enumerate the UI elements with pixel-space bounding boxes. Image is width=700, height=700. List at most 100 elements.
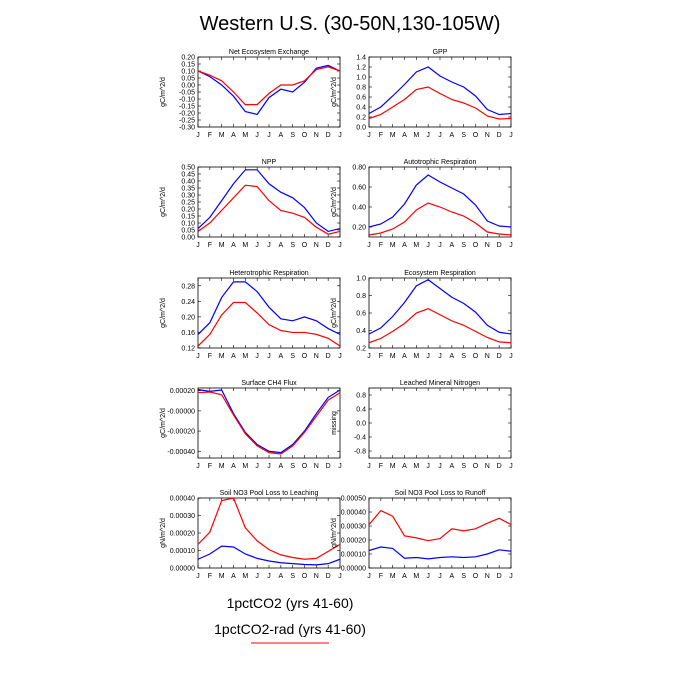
x-tick-label: J [338, 132, 342, 139]
page-title: Western U.S. (30-50N,130-105W) [200, 13, 501, 35]
plot-frame [197, 166, 341, 238]
x-tick-label: M [219, 242, 225, 249]
x-tick-label: N [314, 132, 319, 139]
y-tick-label: 0.00 [181, 83, 195, 90]
y-tick-label: 0.4 [356, 105, 366, 112]
x-tick-label: S [290, 353, 295, 360]
series-line-1 [368, 279, 512, 335]
x-tick-label: F [379, 353, 383, 360]
y-tick-label: 0.40 [352, 205, 366, 212]
x-tick-label: M [390, 353, 396, 360]
x-tick-label: M [390, 132, 396, 139]
y-axis-label: gN/m^2/d [160, 518, 167, 548]
x-tick-label: S [461, 353, 466, 360]
x-tick-label: J [438, 132, 442, 139]
x-tick-label: O [473, 242, 479, 249]
x-tick-label: O [302, 132, 308, 139]
x-tick-label: S [290, 132, 295, 139]
x-tick-label: J [367, 132, 371, 139]
x-tick-label: J [426, 242, 430, 249]
series-line-1 [368, 174, 512, 228]
y-tick-label: 0.00 [181, 235, 195, 242]
y-tick-label: -0.05 [179, 90, 195, 97]
x-tick-label: A [231, 573, 236, 580]
y-tick-label: 0.00030 [341, 524, 366, 531]
y-tick-label: 1.2 [356, 65, 366, 72]
y-tick-label: 1.4 [356, 55, 366, 62]
y-tick-label: 0.30 [181, 193, 195, 200]
x-tick-label: A [402, 132, 407, 139]
x-tick-label: O [473, 353, 479, 360]
x-tick-label: M [413, 463, 419, 470]
x-tick-label: J [509, 573, 513, 580]
x-tick-label: J [338, 573, 342, 580]
x-tick-label: M [390, 242, 396, 249]
y-tick-label: 0.60 [352, 185, 366, 192]
y-axis-label: gN/m^2/d [331, 518, 338, 548]
x-tick-label: N [314, 353, 319, 360]
x-tick-label: A [449, 463, 454, 470]
y-tick-label: 0.50 [181, 165, 195, 172]
panel-title: Soil NO3 Pool Loss to Leaching [220, 490, 319, 497]
y-tick-label: -0.00000 [167, 408, 195, 415]
x-tick-label: D [497, 132, 502, 139]
x-tick-label: F [208, 353, 212, 360]
x-tick-label: J [367, 463, 371, 470]
y-axis-label: gC/m^2/d [331, 77, 338, 107]
x-tick-label: J [509, 242, 513, 249]
x-tick-label: D [326, 353, 331, 360]
x-tick-label: J [338, 353, 342, 360]
y-tick-label: 0.20 [181, 55, 195, 62]
y-tick-label: 0.40 [181, 179, 195, 186]
x-tick-label: J [196, 573, 200, 580]
x-tick-label: S [461, 242, 466, 249]
y-tick-label: 0.00010 [341, 552, 366, 559]
x-tick-label: F [379, 573, 383, 580]
y-tick-label: 0.4 [356, 407, 366, 414]
x-tick-label: M [242, 573, 248, 580]
x-tick-label: A [231, 463, 236, 470]
x-tick-label: M [219, 353, 225, 360]
x-tick-label: A [402, 573, 407, 580]
y-tick-label: 0.00040 [170, 496, 195, 503]
x-tick-label: J [267, 242, 271, 249]
x-tick-label: S [290, 242, 295, 249]
y-tick-label: 0.00000 [170, 566, 195, 573]
x-tick-label: M [413, 573, 419, 580]
y-tick-label: 0.28 [181, 283, 195, 290]
series-line-1 [197, 281, 341, 335]
y-tick-label: 0.0 [356, 421, 366, 428]
y-tick-label: 0.16 [181, 330, 195, 337]
y-tick-label: 0.00000 [341, 566, 366, 573]
x-tick-label: D [326, 242, 331, 249]
series-line-1 [197, 545, 341, 566]
x-tick-label: J [426, 573, 430, 580]
y-axis-label: gC/m^2/d [160, 298, 167, 328]
x-tick-label: M [413, 132, 419, 139]
y-tick-label: 0.8 [356, 85, 366, 92]
y-tick-label: 1.0 [356, 276, 366, 283]
x-tick-label: N [314, 242, 319, 249]
x-tick-label: N [485, 573, 490, 580]
y-tick-label: 0.6 [356, 95, 366, 102]
x-tick-label: J [267, 132, 271, 139]
x-tick-label: D [497, 242, 502, 249]
panel-title: Net Ecosystem Exchange [229, 49, 309, 56]
x-tick-label: J [509, 353, 513, 360]
x-tick-label: A [278, 573, 283, 580]
x-tick-label: A [278, 132, 283, 139]
x-tick-label: J [426, 353, 430, 360]
y-tick-label: 0.15 [181, 214, 195, 221]
x-tick-label: D [326, 573, 331, 580]
x-tick-label: F [379, 132, 383, 139]
x-tick-label: J [426, 463, 430, 470]
x-tick-label: A [278, 242, 283, 249]
y-tick-label: 0.2 [356, 346, 366, 353]
x-tick-label: M [390, 463, 396, 470]
y-tick-label: 0.15 [181, 62, 195, 69]
